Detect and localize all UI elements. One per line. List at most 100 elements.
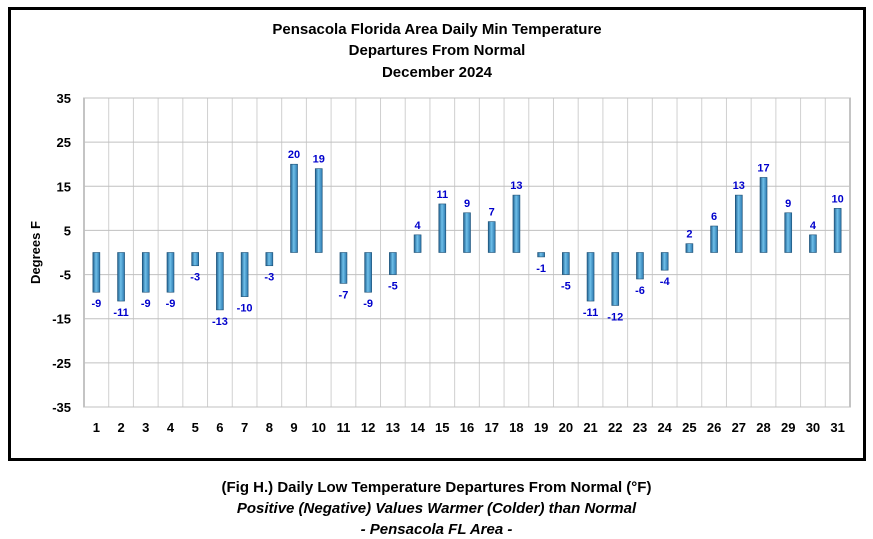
x-tick-label: 7 [241, 420, 248, 435]
bar-value-label: 9 [785, 198, 791, 210]
x-tick-label: 24 [657, 420, 672, 435]
bar-day-6 [216, 252, 224, 311]
bar-day-29 [784, 212, 793, 253]
bar-value-label: 2 [686, 229, 692, 241]
x-tick-label: 10 [312, 420, 326, 435]
y-tick-label: 5 [64, 223, 71, 238]
bar-value-label: -9 [141, 298, 151, 310]
bar-day-28 [759, 177, 768, 253]
bar-day-7 [240, 252, 249, 297]
bar-day-2 [117, 252, 125, 302]
x-tick-label: 29 [781, 420, 795, 435]
caption-line-1: (Fig H.) Daily Low Temperature Departure… [221, 479, 652, 496]
x-tick-label: 12 [361, 420, 375, 435]
bar-value-label: -3 [190, 272, 200, 284]
bar-value-label: -10 [237, 303, 253, 315]
bar-day-30 [809, 234, 817, 253]
bar-value-label: 10 [832, 193, 844, 205]
y-tick-label: -25 [52, 356, 71, 371]
bar-value-label: -3 [264, 272, 274, 284]
bar-day-11 [339, 252, 348, 284]
bar-day-31 [833, 208, 842, 253]
bar-day-20 [562, 252, 570, 275]
bar-value-label: 4 [810, 220, 817, 232]
x-tick-label: 20 [559, 420, 573, 435]
x-tick-label: 11 [337, 420, 351, 435]
x-tick-label: 13 [386, 420, 400, 435]
x-tick-label: 26 [707, 420, 721, 435]
x-tick-label: 2 [117, 420, 124, 435]
x-tick-label: 19 [534, 420, 548, 435]
bar-day-10 [314, 168, 323, 253]
bar-day-1 [92, 252, 101, 293]
bar-value-label: -1 [536, 263, 546, 275]
bar-value-label: 6 [711, 211, 717, 223]
y-tick-label: -15 [52, 312, 71, 327]
bar-value-label: 4 [415, 220, 422, 232]
x-tick-label: 9 [290, 420, 297, 435]
x-tick-label: 17 [484, 420, 498, 435]
bar-value-label: -9 [91, 298, 101, 310]
bar-day-24 [660, 252, 669, 271]
bar-day-14 [413, 234, 422, 253]
y-tick-label: 15 [57, 179, 71, 194]
bar-value-label: -13 [212, 316, 228, 328]
bar-day-25 [685, 243, 694, 253]
y-tick-label: -35 [52, 400, 71, 415]
x-tick-label: 27 [732, 420, 746, 435]
bar-value-label: 11 [436, 189, 448, 201]
bar-day-18 [512, 194, 521, 253]
caption-line-3: - Pensacola FL Area - [360, 521, 513, 538]
x-tick-label: 8 [266, 420, 273, 435]
x-tick-label: 18 [509, 420, 523, 435]
bar-value-label: 9 [464, 198, 470, 210]
x-tick-label: 31 [830, 420, 844, 435]
y-tick-label: 25 [57, 135, 71, 150]
x-tick-label: 28 [756, 420, 770, 435]
bar-day-8 [265, 252, 274, 267]
bar-value-label: 13 [733, 180, 745, 192]
bar-value-label: -11 [113, 307, 128, 319]
bar-day-12 [364, 252, 372, 293]
chart-title-line-2: Departures From Normal [348, 42, 526, 59]
bar-value-label: -9 [363, 298, 373, 310]
x-tick-label: 15 [435, 420, 449, 435]
chart-title-line-3: December 2024 [381, 64, 493, 81]
bar-value-label: 17 [757, 162, 769, 174]
caption-line-2: Positive (Negative) Values Warmer (Colde… [236, 500, 637, 517]
y-axis-label: Degrees F [28, 221, 43, 284]
bar-day-19 [537, 252, 545, 258]
x-tick-label: 23 [633, 420, 647, 435]
x-tick-label: 22 [608, 420, 622, 435]
bar-day-15 [438, 203, 447, 253]
x-tick-label: 5 [192, 420, 199, 435]
bar-day-22 [611, 252, 620, 306]
x-tick-label: 21 [583, 420, 597, 435]
bar-day-17 [487, 221, 496, 253]
bar-day-9 [290, 163, 298, 253]
bar-value-label: 7 [489, 207, 495, 219]
bar-value-label: 20 [288, 149, 300, 161]
y-tick-label: -5 [59, 268, 71, 283]
bar-day-13 [389, 252, 397, 275]
bar-day-21 [586, 252, 595, 302]
bar-day-5 [191, 252, 199, 267]
bar-value-label: -11 [583, 307, 598, 319]
bar-day-16 [463, 212, 471, 253]
bar-value-label: -6 [635, 285, 645, 297]
x-tick-label: 4 [167, 420, 175, 435]
x-tick-label: 14 [410, 420, 425, 435]
y-tick-label: 35 [57, 91, 71, 106]
x-tick-label: 1 [93, 420, 100, 435]
bar-value-label: -7 [339, 289, 349, 301]
bar-value-label: 13 [510, 180, 522, 192]
bar-day-23 [636, 252, 644, 280]
bar-value-label: -5 [561, 281, 571, 293]
bar-value-label: -5 [388, 281, 398, 293]
bar-day-26 [710, 225, 718, 253]
bar-value-label: 19 [313, 154, 325, 166]
x-tick-label: 3 [142, 420, 149, 435]
bar-value-label: -9 [166, 298, 176, 310]
x-tick-label: 16 [460, 420, 474, 435]
